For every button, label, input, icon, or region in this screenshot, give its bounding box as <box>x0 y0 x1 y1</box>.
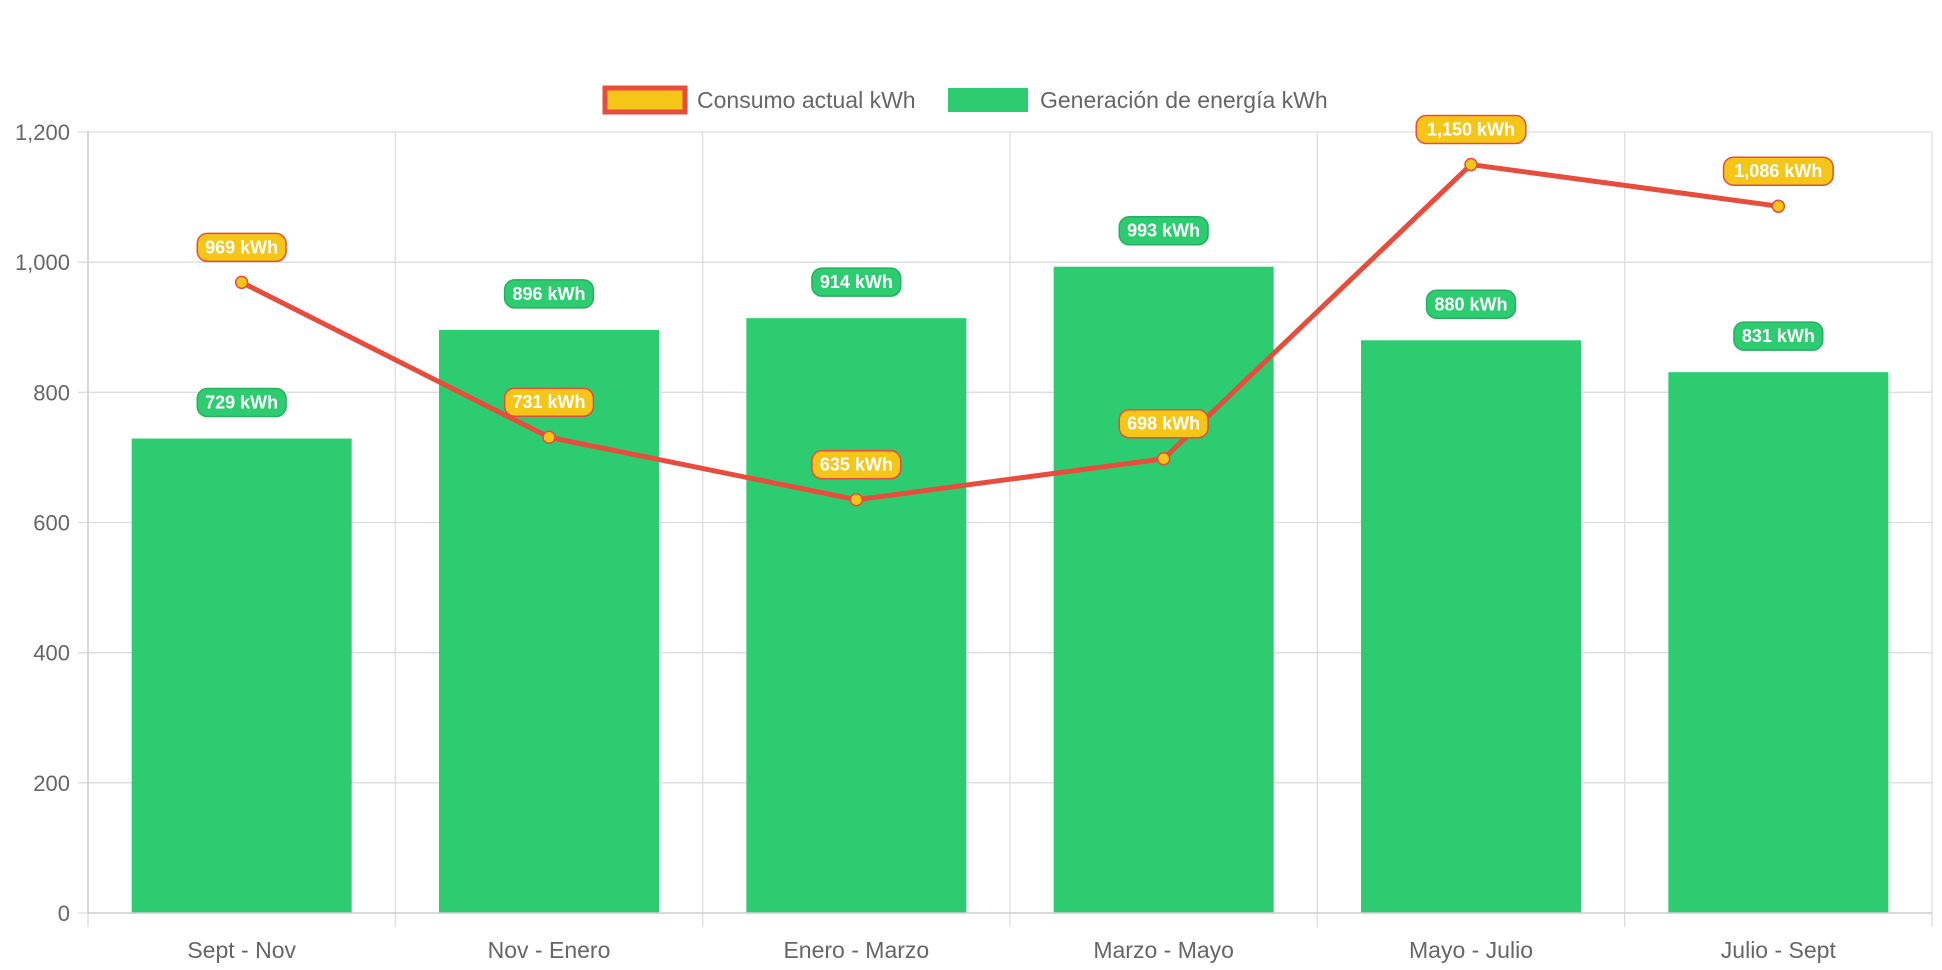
bar-data-label-text: 914 kWh <box>820 272 893 292</box>
line-point[interactable] <box>1464 157 1478 172</box>
line-data-label-text: 1,086 kWh <box>1734 161 1822 181</box>
y-tick-label: 600 <box>33 511 70 536</box>
bar-series-generacion <box>131 266 1889 914</box>
bar[interactable] <box>131 438 352 913</box>
legend-swatch-consumo <box>602 85 688 115</box>
bar-data-label: 729 kWh <box>196 387 287 418</box>
legend-label-consumo: Consumo actual kWh <box>697 87 916 113</box>
bar[interactable] <box>746 318 967 914</box>
y-tick-label: 400 <box>33 641 70 666</box>
bar-data-label-text: 831 kWh <box>1742 326 1815 346</box>
y-tick-label: 0 <box>58 901 70 926</box>
line-data-label: 731 kWh <box>503 387 595 417</box>
bar-data-label-bg <box>503 279 595 309</box>
bar[interactable] <box>1668 372 1889 914</box>
data-labels: 729 kWh 896 kWh 914 kWh 993 kWh 880 kWh 831 k… <box>196 114 1834 480</box>
line-point[interactable] <box>1156 451 1171 466</box>
x-tick-label: Nov - Enero <box>488 937 611 963</box>
line-point[interactable] <box>849 492 864 507</box>
y-tick-label: 200 <box>33 771 70 796</box>
bar[interactable] <box>1361 340 1581 913</box>
line-data-label-bg <box>196 232 287 263</box>
line-point[interactable] <box>542 430 556 444</box>
bar-data-label-bg <box>1733 321 1824 351</box>
line-data-label-text: 969 kWh <box>205 237 278 257</box>
y-tick-label: 1,200 <box>15 120 70 145</box>
line-data-label: 698 kWh <box>1118 408 1209 439</box>
line-data-label-text: 698 kWh <box>1127 414 1200 434</box>
bar-data-label-bg <box>196 387 287 418</box>
line-data-label: 1,086 kWh <box>1722 156 1834 186</box>
chart-axes: 0 200 400 600 800 1,000 1,200 Sept - Nov Nov - E… <box>15 120 1932 963</box>
bar-data-label: 896 kWh <box>503 279 595 309</box>
line-data-label: 1,150 kWh <box>1415 114 1527 145</box>
x-tick-label: Julio - Sept <box>1721 937 1837 963</box>
bar-data-label: 914 kWh <box>811 267 902 297</box>
line-data-label-bg <box>811 449 902 480</box>
bar-data-label: 831 kWh <box>1733 321 1824 351</box>
bar-data-label-text: 896 kWh <box>512 284 585 304</box>
bar-data-label-bg <box>1118 215 1209 246</box>
bar-data-label-text: 993 kWh <box>1127 221 1200 241</box>
legend-item-consumo[interactable]: Consumo actual kWh <box>602 85 916 115</box>
bar-data-label-bg <box>811 267 902 297</box>
bar-data-label: 993 kWh <box>1118 215 1209 246</box>
line-series-consumo <box>234 157 1786 507</box>
y-tick-label: 1,000 <box>15 250 70 275</box>
legend-label-generacion: Generación de energía kWh <box>1040 87 1328 113</box>
line-data-label-text: 731 kWh <box>512 392 585 412</box>
bar[interactable] <box>1053 266 1274 913</box>
consumo-line <box>240 162 1779 503</box>
chart-legend[interactable]: Consumo actual kWh Generación de energía … <box>602 85 1328 115</box>
line-data-label: 969 kWh <box>196 232 287 263</box>
bar-data-label-text: 880 kWh <box>1434 294 1507 314</box>
line-point[interactable] <box>234 275 249 290</box>
x-tick-label: Sept - Nov <box>187 937 296 963</box>
line-data-label-text: 635 kWh <box>820 455 893 475</box>
bar-data-label-text: 729 kWh <box>205 393 278 413</box>
bar-data-label: 880 kWh <box>1425 289 1517 320</box>
y-tick-label: 800 <box>33 380 70 405</box>
line-data-label-bg <box>1415 114 1527 145</box>
chart-grid <box>78 131 1933 927</box>
line-point[interactable] <box>1771 199 1786 213</box>
legend-swatch-generacion <box>948 88 1028 112</box>
line-data-label-bg <box>1118 408 1209 439</box>
bar-data-label-bg <box>1425 289 1517 320</box>
x-tick-label: Mayo - Julio <box>1409 937 1533 963</box>
line-data-label-bg <box>1722 156 1834 186</box>
bar[interactable] <box>439 329 659 913</box>
legend-item-generacion[interactable]: Generación de energía kWh <box>948 87 1328 113</box>
x-tick-label: Enero - Marzo <box>783 937 929 963</box>
line-data-label-text: 1,150 kWh <box>1427 120 1515 140</box>
line-data-label-bg <box>503 387 595 417</box>
x-tick-label: Marzo - Mayo <box>1093 937 1234 963</box>
line-data-label: 635 kWh <box>811 449 902 480</box>
